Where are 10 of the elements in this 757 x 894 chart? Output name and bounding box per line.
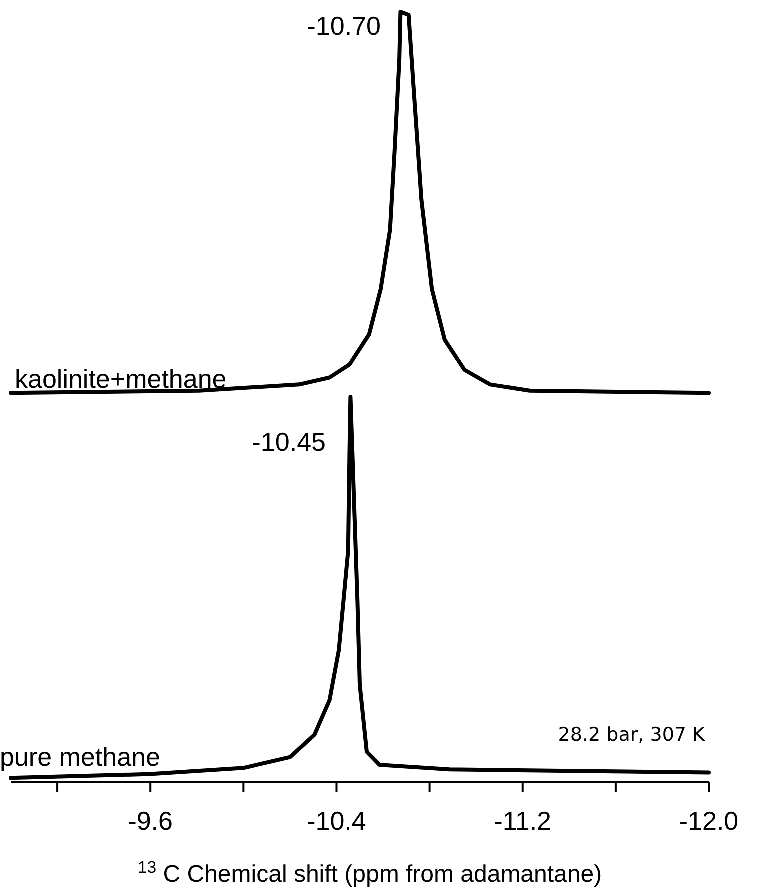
x-tick-label: -9.6: [128, 806, 174, 836]
x-tick-label: -10.4: [307, 806, 366, 836]
x-tick-label: -11.2: [494, 806, 552, 836]
annotation: 28.2 bar, 307 K: [558, 724, 706, 746]
x-axis-title: $^{13}$ C Chemical shift (ppm from adamantane): [138, 858, 602, 888]
series-label: kaolinite+methane: [15, 364, 227, 394]
annotation: -10.45: [252, 427, 326, 457]
x-tick-label: -12.0: [679, 806, 739, 836]
annotation: -10.70: [307, 11, 381, 41]
series-label: pure methane: [0, 742, 160, 772]
